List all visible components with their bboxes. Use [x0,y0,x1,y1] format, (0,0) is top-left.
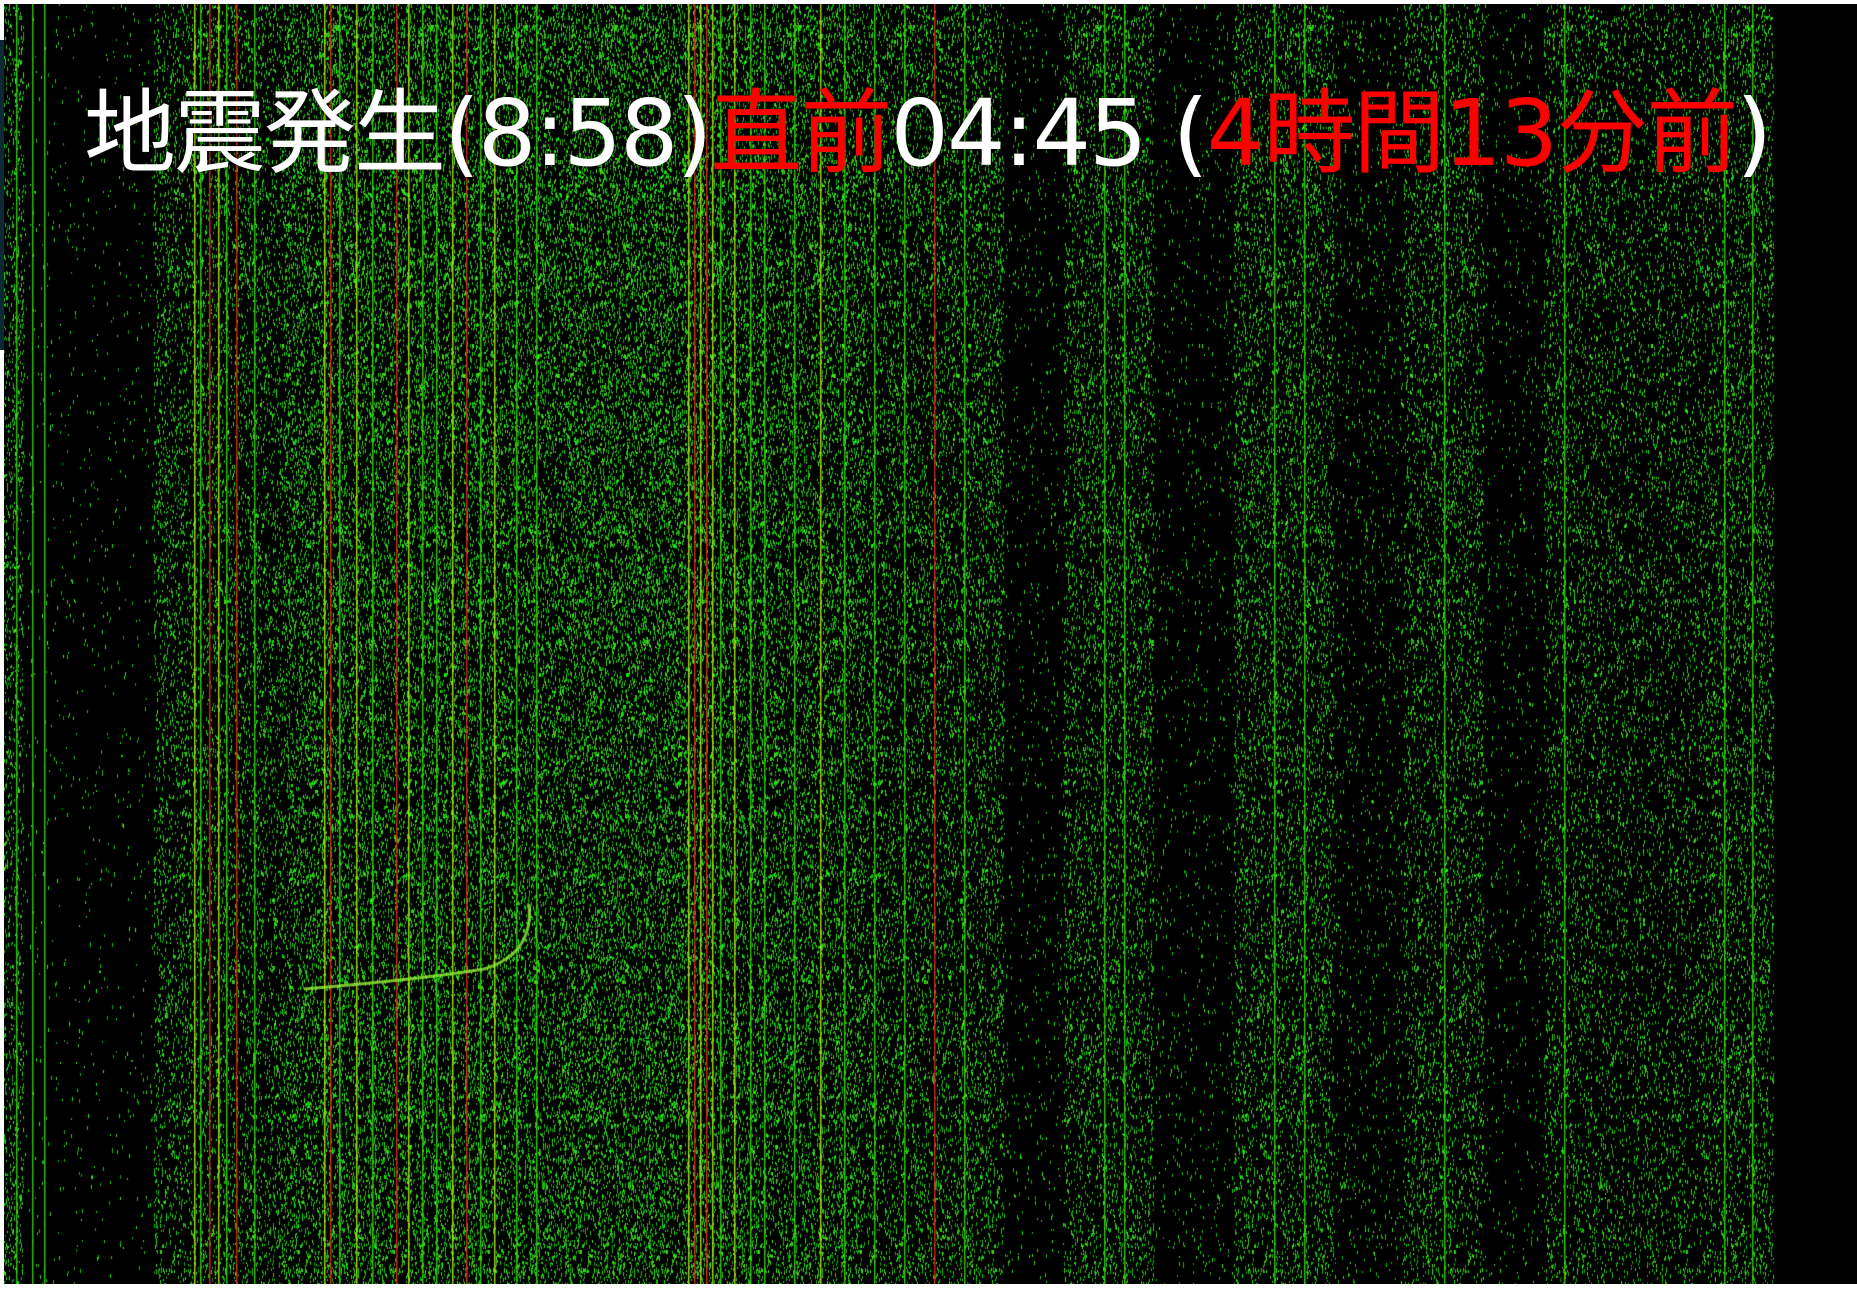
left-edge-strip [0,40,4,350]
caption-hours-before: 4時間13分前 [1206,80,1739,187]
spectrogram-image: 地震発生(8:58)直前04:45 (4時間13分前) [4,4,1857,1284]
caption-just-before: 直前 [710,80,892,187]
caption-capture-time: 04:45 ( [890,80,1208,187]
spectrogram-stripes [4,4,1857,1284]
caption-close-paren: ) [1736,80,1772,187]
caption-earthquake-time: 地震発生(8:58) [84,80,712,187]
time-caption: 地震発生(8:58)直前04:45 (4時間13分前) [84,84,1772,184]
